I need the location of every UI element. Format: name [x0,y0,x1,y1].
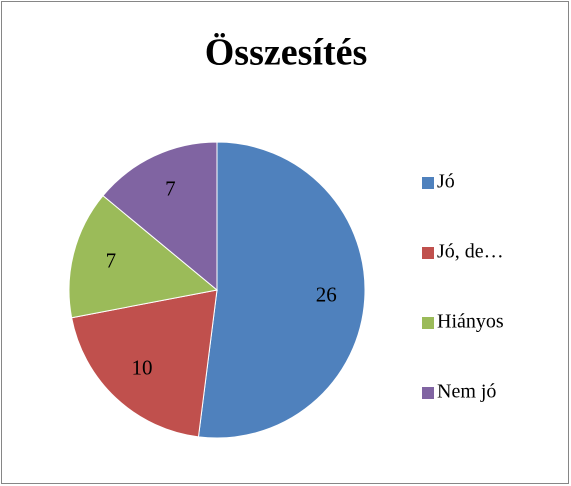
legend-swatch [422,317,434,329]
data-label: 26 [316,283,337,307]
data-label: 7 [165,177,176,201]
legend-swatch [422,177,434,189]
legend-label: Jó, de… [437,241,504,263]
pie-slice [197,141,366,439]
legend-swatch [422,387,434,399]
legend-label: Nem jó [437,381,496,403]
legend-swatch [422,247,434,259]
pie-slice [71,289,218,438]
pie-slice [102,141,218,292]
data-label: 10 [132,356,153,380]
chart-title: Összesítés [205,32,368,74]
legend-label: Jó [437,171,455,193]
data-label: 7 [106,249,117,273]
legend-label: Hiányos [437,311,504,333]
pie-slice [68,194,219,319]
